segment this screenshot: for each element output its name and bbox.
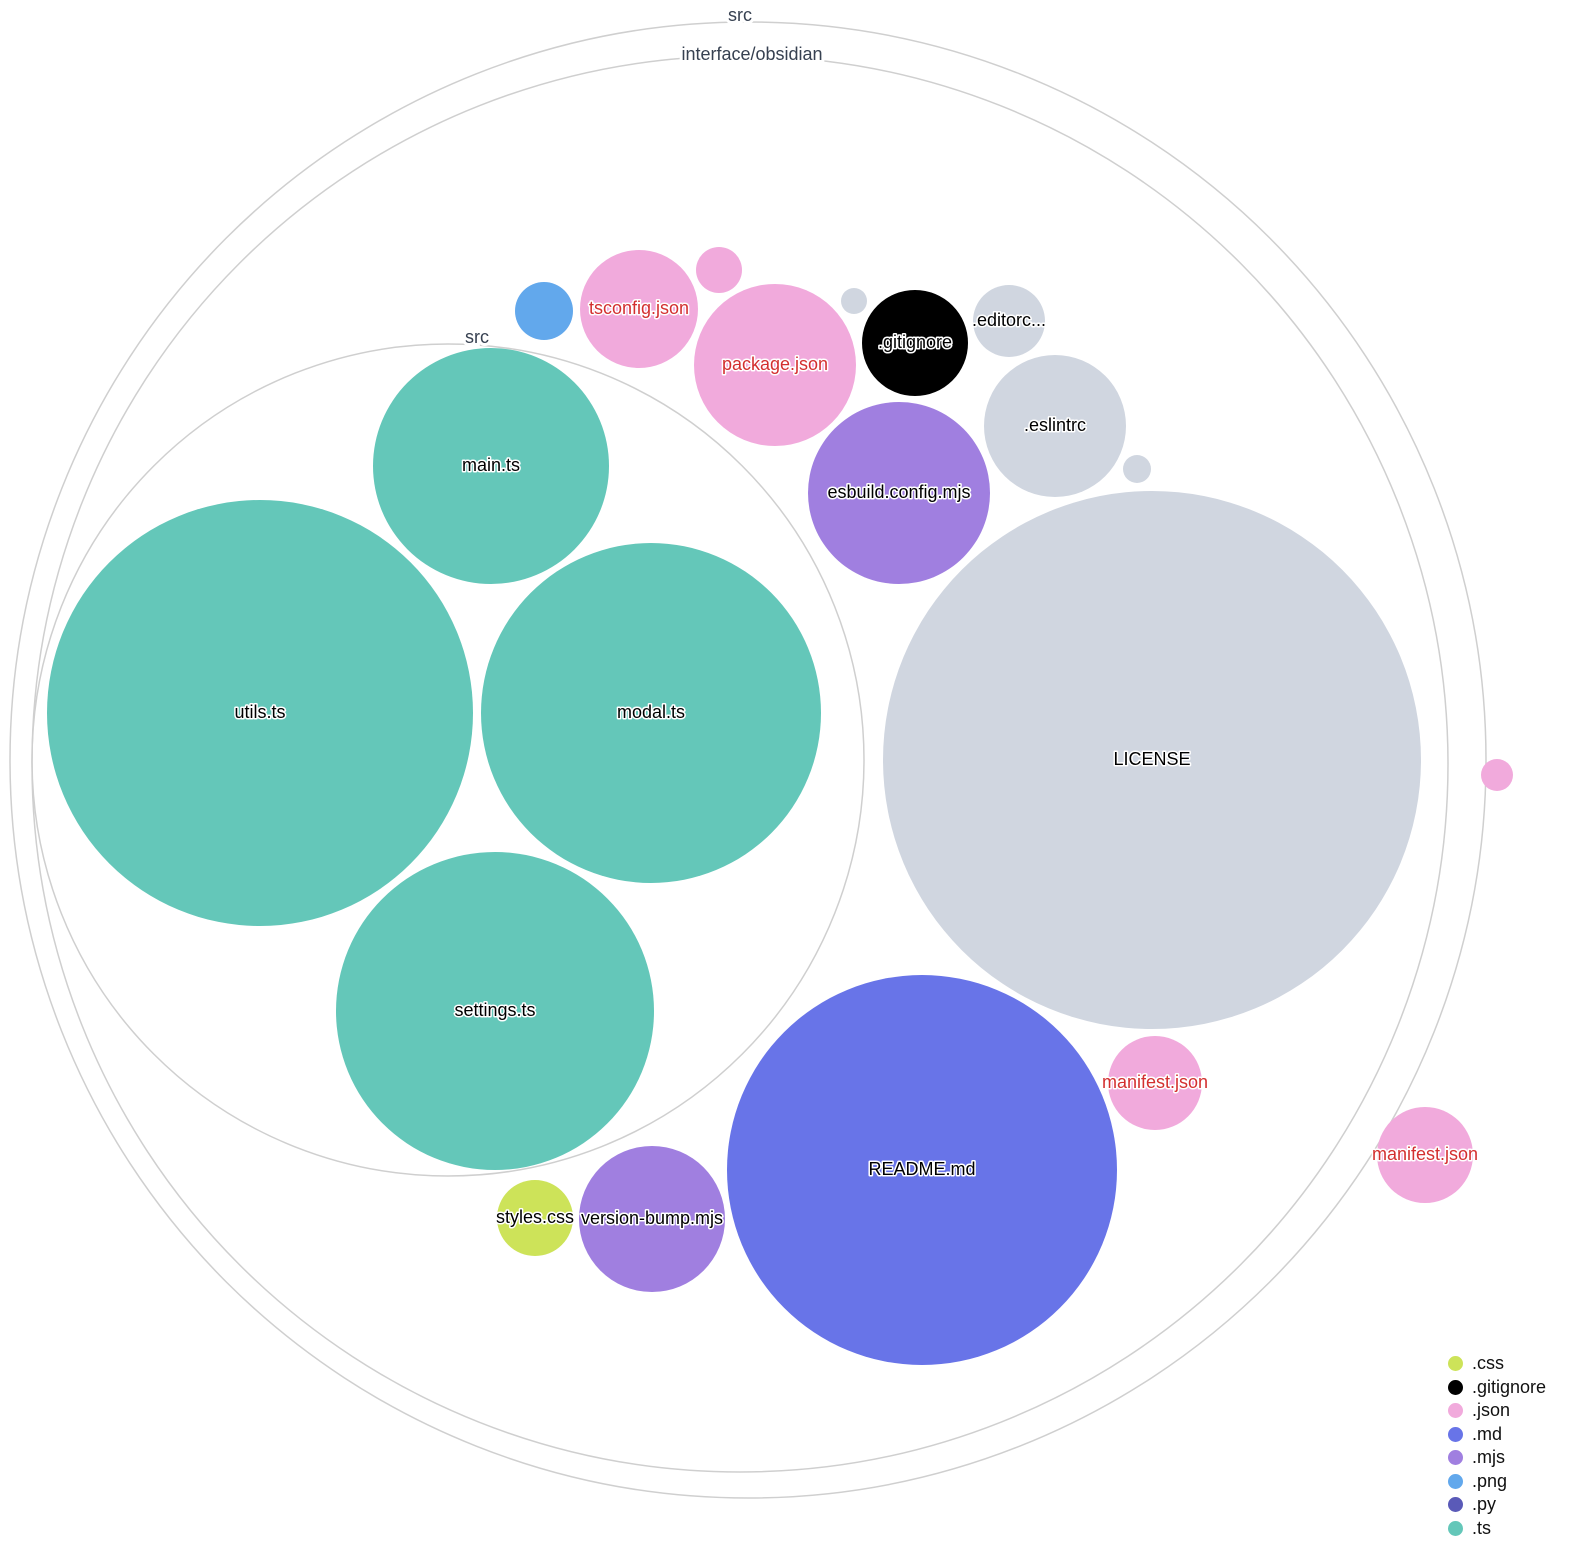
legend-label: .mjs xyxy=(1472,1447,1505,1468)
file-circle[interactable] xyxy=(727,975,1117,1365)
legend-item-json: .json xyxy=(1448,1399,1546,1423)
file-node[interactable]: .eslintrc xyxy=(984,355,1126,497)
file-circle[interactable] xyxy=(373,348,609,584)
file-node[interactable]: esbuild.config.mjs xyxy=(808,402,990,584)
file-circle[interactable] xyxy=(1123,455,1151,483)
file-circle[interactable] xyxy=(497,1180,573,1256)
file-circle[interactable] xyxy=(481,543,821,883)
file-circle[interactable] xyxy=(694,284,856,446)
file-node[interactable]: .editorc... xyxy=(970,285,1048,357)
file-node[interactable]: README.md xyxy=(727,975,1117,1365)
file-label: modal.ts xyxy=(617,702,685,722)
folder-label: interface/obsidian xyxy=(681,44,822,64)
file-label: .gitignore xyxy=(878,332,952,352)
legend-swatch xyxy=(1448,1379,1463,1395)
file-circle[interactable] xyxy=(1481,759,1513,791)
file-node[interactable] xyxy=(841,288,867,314)
file-label: manifest.json xyxy=(1102,1072,1208,1092)
file-label: version-bump.mjs xyxy=(581,1208,723,1228)
file-label: .eslintrc xyxy=(1024,415,1086,435)
legend-swatch xyxy=(1448,1403,1463,1419)
file-circle[interactable] xyxy=(808,402,990,584)
file-node[interactable]: version-bump.mjs xyxy=(579,1146,725,1292)
file-node[interactable]: LICENSE xyxy=(883,491,1421,1029)
legend-swatch xyxy=(1448,1520,1463,1536)
legend: .css .gitignore .json .md .mjs .png .py … xyxy=(1448,1352,1546,1540)
file-node[interactable]: styles.css xyxy=(494,1180,576,1256)
legend-item-gitignore: .gitignore xyxy=(1448,1376,1546,1400)
file-circle[interactable] xyxy=(1108,1036,1202,1130)
file-label: esbuild.config.mjs xyxy=(827,482,970,502)
file-node[interactable]: .gitignore xyxy=(862,290,968,396)
file-circle[interactable] xyxy=(973,285,1045,357)
file-circle[interactable] xyxy=(984,355,1126,497)
file-circle[interactable] xyxy=(862,290,968,396)
file-label: styles.css xyxy=(496,1207,574,1227)
file-node[interactable]: tsconfig.json xyxy=(580,250,698,368)
file-node[interactable]: package.json xyxy=(694,284,856,446)
legend-label: .png xyxy=(1472,1470,1508,1491)
file-label: tsconfig.json xyxy=(589,298,689,318)
file-circle[interactable] xyxy=(515,282,573,340)
legend-label: .py xyxy=(1472,1494,1497,1515)
legend-label: .ts xyxy=(1472,1517,1492,1538)
legend-label: .gitignore xyxy=(1472,1376,1547,1397)
file-circle[interactable] xyxy=(580,250,698,368)
legend-swatch xyxy=(1448,1426,1463,1442)
legend-item-ts: .ts xyxy=(1448,1517,1546,1541)
file-node[interactable]: manifest.json xyxy=(1100,1036,1210,1130)
file-label: package.json xyxy=(722,354,828,374)
folder-circle[interactable] xyxy=(9,21,1487,1499)
legend-item-py: .py xyxy=(1448,1493,1546,1517)
file-label: manifest.json xyxy=(1372,1144,1478,1164)
file-circle[interactable] xyxy=(336,852,654,1170)
legend-swatch xyxy=(1448,1356,1463,1372)
file-node[interactable] xyxy=(515,282,573,340)
folder-label: src xyxy=(465,327,489,347)
file-circle[interactable] xyxy=(47,500,473,926)
legend-item-css: .css xyxy=(1448,1352,1546,1376)
file-circle[interactable] xyxy=(1377,1107,1473,1203)
file-circle[interactable] xyxy=(579,1146,725,1292)
legend-swatch xyxy=(1448,1497,1463,1513)
file-label: settings.ts xyxy=(454,1000,535,1020)
legend-swatch xyxy=(1448,1450,1463,1466)
file-label: README.md xyxy=(868,1159,975,1179)
legend-item-md: .md xyxy=(1448,1423,1546,1447)
file-node[interactable] xyxy=(696,247,742,293)
legend-label: .json xyxy=(1472,1400,1511,1421)
file-label: utils.ts xyxy=(234,702,285,722)
file-node[interactable] xyxy=(1481,759,1513,791)
file-label: LICENSE xyxy=(1113,749,1190,769)
file-node[interactable] xyxy=(1123,455,1151,483)
file-circle[interactable] xyxy=(841,288,867,314)
legend-swatch xyxy=(1448,1473,1463,1489)
file-circle[interactable] xyxy=(883,491,1421,1029)
folder-circle[interactable] xyxy=(31,343,865,1177)
file-node[interactable]: manifest.json xyxy=(1370,1107,1480,1203)
file-node[interactable]: settings.ts xyxy=(336,852,654,1170)
file-node[interactable]: modal.ts xyxy=(481,543,821,883)
legend-item-png: .png xyxy=(1448,1470,1546,1494)
legend-item-mjs: .mjs xyxy=(1448,1446,1546,1470)
folder-label: src xyxy=(728,5,752,25)
legend-label: .css xyxy=(1472,1353,1505,1374)
file-label: .editorc... xyxy=(972,310,1046,330)
file-node[interactable]: utils.ts xyxy=(47,500,473,926)
legend-label: .md xyxy=(1472,1423,1503,1444)
file-circle[interactable] xyxy=(696,247,742,293)
file-label: main.ts xyxy=(462,455,520,475)
file-node[interactable]: main.ts xyxy=(373,348,609,584)
